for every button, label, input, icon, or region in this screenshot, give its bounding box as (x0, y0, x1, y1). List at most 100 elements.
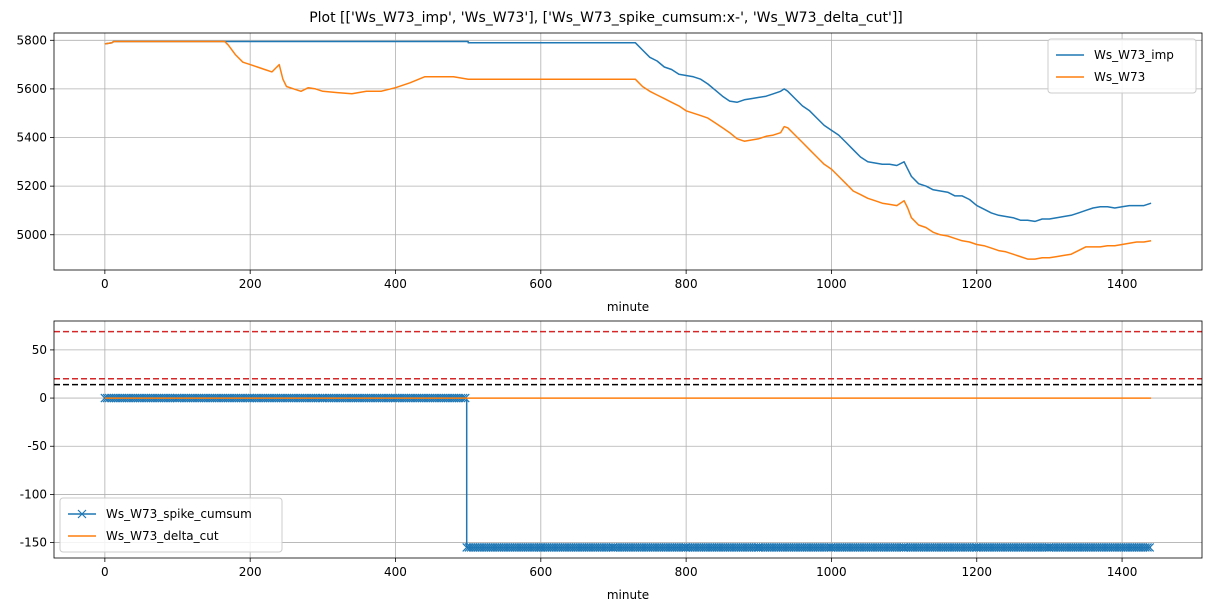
y-tick-label: -150 (20, 536, 47, 550)
data-point-marker (560, 542, 570, 552)
data-point-marker (626, 542, 636, 552)
data-point-marker (837, 542, 847, 552)
y-tick-label: 0 (39, 391, 47, 405)
data-point-marker (688, 542, 698, 552)
data-point-marker (827, 542, 836, 552)
data-point-marker (1002, 542, 1012, 552)
data-point-marker (659, 542, 669, 552)
data-point-marker (553, 542, 563, 552)
data-point-marker (769, 542, 779, 552)
data-point-marker (1138, 542, 1148, 552)
data-point-marker (686, 542, 695, 552)
data-point-marker (811, 542, 820, 552)
data-point-marker (1031, 542, 1041, 552)
data-point-marker (740, 542, 750, 552)
data-point-marker (470, 542, 480, 552)
data-point-marker (901, 542, 911, 552)
data-point-marker (584, 542, 594, 552)
data-point-marker (962, 542, 972, 552)
data-point-marker (1088, 542, 1098, 552)
data-point-marker (848, 542, 858, 552)
data-point-marker (549, 542, 559, 552)
data-point-marker (492, 542, 502, 552)
data-point-marker (683, 542, 693, 552)
data-point-marker (892, 542, 902, 552)
data-point-marker (1143, 542, 1152, 552)
legend: Ws_W73_spike_cumsum Ws_W73_delta_cut (59, 497, 283, 553)
data-point-marker (635, 542, 645, 552)
data-point-marker (760, 542, 770, 552)
data-point-marker (1082, 542, 1091, 552)
axes-frame (53, 320, 1203, 559)
data-point-marker (1013, 542, 1023, 552)
data-point-marker (665, 542, 675, 552)
data-point-marker (998, 542, 1008, 552)
data-point-marker (619, 542, 629, 552)
x-axis-label: minute (607, 588, 649, 602)
legend-label: Ws_W73_spike_cumsum (106, 507, 252, 521)
data-point-marker (564, 542, 574, 552)
data-point-marker (630, 542, 640, 552)
data-point-marker (701, 542, 711, 552)
data-point-marker (1024, 542, 1034, 552)
data-point-marker (1108, 542, 1118, 552)
data-point-marker (793, 542, 803, 552)
data-point-marker (1000, 542, 1010, 552)
data-point-marker (877, 542, 887, 552)
data-point-marker (595, 542, 605, 552)
data-point-marker (707, 542, 717, 552)
legend-marker (77, 509, 87, 519)
data-point-marker (914, 542, 924, 552)
data-point-marker (850, 542, 860, 552)
data-point-marker (573, 542, 583, 552)
y-tick-label: 5000 (16, 228, 47, 242)
data-point-marker (972, 542, 982, 552)
y-tick-label: -100 (20, 487, 47, 501)
data-point-marker (562, 542, 572, 552)
data-point-marker (556, 542, 565, 552)
data-point-marker (1110, 542, 1120, 552)
data-point-marker (754, 542, 764, 552)
data-point-marker (1049, 542, 1059, 552)
data-point-marker (1053, 542, 1063, 552)
data-point-marker (705, 542, 715, 552)
data-point-marker (569, 542, 578, 552)
data-point-marker (985, 542, 995, 552)
data-point-marker (1116, 542, 1126, 552)
data-point-marker (795, 542, 805, 552)
data-point-marker (958, 542, 968, 552)
data-point-marker (744, 542, 754, 552)
data-point-marker (582, 542, 592, 552)
legend-box (59, 497, 283, 553)
data-point-marker (1009, 542, 1019, 552)
data-point-marker (641, 542, 651, 552)
data-point-marker (936, 542, 946, 552)
data-point-marker (508, 542, 517, 552)
data-point-marker (864, 542, 873, 552)
data-point-marker (800, 542, 809, 552)
data-point-marker (475, 542, 485, 552)
data-point-marker (1073, 542, 1083, 552)
data-point-marker (1092, 542, 1102, 552)
data-point-marker (538, 542, 548, 552)
data-point-marker (703, 542, 713, 552)
data-point-marker (477, 542, 487, 552)
data-point-marker (1130, 542, 1139, 552)
data-point-marker (551, 542, 561, 552)
data-point-marker (643, 542, 653, 552)
x-tick-label: 1400 (1107, 277, 1138, 291)
data-point-marker (593, 542, 602, 552)
data-point-marker (1022, 542, 1032, 552)
data-point-marker (571, 542, 581, 552)
data-point-marker (628, 542, 638, 552)
legend-box (1047, 38, 1197, 94)
data-point-marker (956, 542, 966, 552)
data-point-marker (888, 542, 897, 552)
data-point-marker (479, 542, 489, 552)
data-point-marker (542, 542, 552, 552)
data-point-marker (670, 542, 679, 552)
data-point-marker (883, 542, 893, 552)
data-point-marker (505, 542, 515, 552)
